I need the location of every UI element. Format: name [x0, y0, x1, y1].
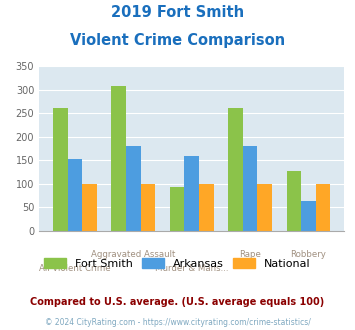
Text: All Violent Crime: All Violent Crime	[39, 264, 111, 273]
Bar	[199, 184, 214, 231]
Legend: Fort Smith, Arkansas, National: Fort Smith, Arkansas, National	[40, 253, 315, 273]
Bar	[170, 187, 184, 231]
Bar	[243, 146, 257, 231]
Text: Aggravated Assault: Aggravated Assault	[91, 250, 175, 259]
Bar	[67, 159, 82, 231]
Text: Murder & Mans...: Murder & Mans...	[155, 264, 229, 273]
Text: 2019 Fort Smith: 2019 Fort Smith	[111, 5, 244, 20]
Bar	[286, 171, 301, 231]
Text: Rape: Rape	[239, 250, 261, 259]
Bar	[316, 184, 331, 231]
Bar	[141, 184, 155, 231]
Text: Robbery: Robbery	[291, 250, 327, 259]
Bar	[301, 201, 316, 231]
Bar	[111, 86, 126, 231]
Text: Violent Crime Comparison: Violent Crime Comparison	[70, 33, 285, 48]
Bar	[82, 184, 97, 231]
Text: © 2024 CityRating.com - https://www.cityrating.com/crime-statistics/: © 2024 CityRating.com - https://www.city…	[45, 318, 310, 327]
Text: Compared to U.S. average. (U.S. average equals 100): Compared to U.S. average. (U.S. average …	[31, 297, 324, 307]
Bar	[126, 146, 141, 231]
Bar	[228, 109, 243, 231]
Bar	[257, 184, 272, 231]
Bar	[184, 155, 199, 231]
Bar	[53, 109, 67, 231]
